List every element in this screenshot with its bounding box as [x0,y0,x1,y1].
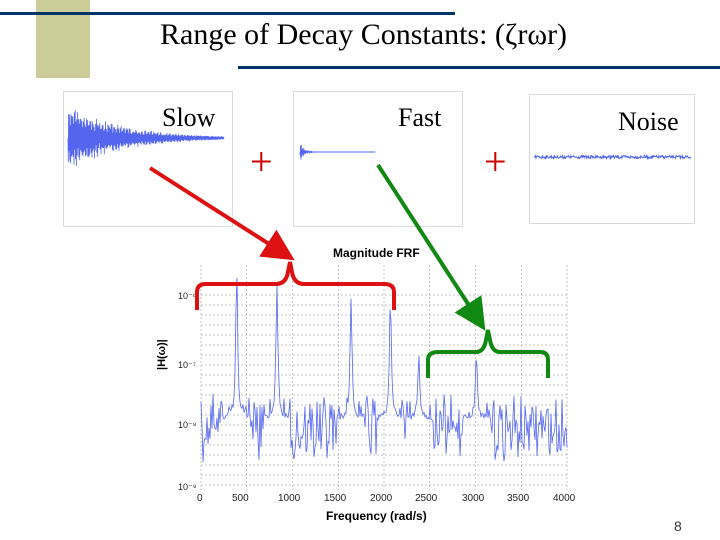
x-tick-label: 2500 [415,493,438,504]
fast-decay-panel [294,92,462,226]
noise-signal [533,153,692,161]
x-tick-label: 0 [197,493,203,504]
green-arrow [376,163,486,331]
page-number: 8 [674,518,682,534]
slow-label: Slow [162,103,216,132]
slow-decay-signal [67,109,225,167]
decorative-line-top [0,12,455,15]
fast-decay-signal [299,144,376,160]
y-tick-label: 10⁻⁷ [178,360,197,370]
x-tick-label: 1500 [324,493,347,504]
noise-panel [530,95,694,223]
red-arrow [148,166,295,261]
plus-sign-2: + [484,139,507,184]
decorative-line-bottom [238,66,720,69]
plus-sign-1: + [250,139,273,184]
slide-title: Range of Decay Constants: (ζrωr) [160,18,568,51]
x-axis-label: Frequency (rad/s) [326,509,427,523]
y-tick-label: 10⁻⁶ [178,291,197,301]
frf-magnitude-line [200,277,568,463]
y-tick-label: 10⁻⁸ [178,420,197,430]
red-brace [195,261,396,310]
x-tick-label: 4000 [553,493,576,504]
green-brace [426,329,550,378]
x-tick-label: 500 [232,493,249,504]
x-tick-label: 3000 [462,493,485,504]
chart-title: Magnitude FRF [333,246,420,260]
noise-label: Noise [618,107,679,136]
y-tick-label: 10⁻⁹ [178,482,197,492]
x-tick-label: 1000 [278,493,301,504]
x-tick-label: 3500 [507,493,530,504]
x-tick-label: 2000 [370,493,393,504]
fast-label: Fast [398,103,442,132]
